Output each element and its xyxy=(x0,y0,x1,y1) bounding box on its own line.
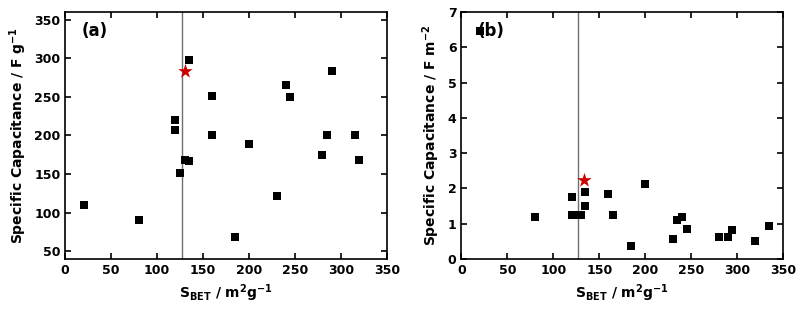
Point xyxy=(183,159,196,164)
Point xyxy=(316,152,329,157)
Point xyxy=(577,177,589,182)
Point xyxy=(320,133,333,138)
Point xyxy=(242,142,255,146)
Point xyxy=(348,133,361,138)
Point xyxy=(205,94,218,99)
Point xyxy=(132,218,145,223)
Point xyxy=(528,214,541,219)
Point xyxy=(573,212,586,217)
Point xyxy=(578,189,591,194)
Point xyxy=(183,57,196,62)
Point xyxy=(762,224,775,229)
Point xyxy=(666,236,678,241)
Point xyxy=(565,195,577,200)
Point xyxy=(748,239,761,244)
Y-axis label: Specific Capacitance / F m$^{-2}$: Specific Capacitance / F m$^{-2}$ xyxy=(420,25,442,246)
Point xyxy=(569,212,582,217)
Point xyxy=(679,226,692,231)
Point xyxy=(178,158,191,163)
Point xyxy=(624,244,637,248)
Point xyxy=(284,95,297,100)
Point xyxy=(711,235,724,240)
X-axis label: S$_\mathbf{BET}$ / m$^2$g$^{-1}$: S$_\mathbf{BET}$ / m$^2$g$^{-1}$ xyxy=(179,282,273,304)
Point xyxy=(178,69,191,74)
Point xyxy=(325,68,338,73)
Point xyxy=(606,212,618,217)
Y-axis label: Specific Capacitance / F g$^{-1}$: Specific Capacitance / F g$^{-1}$ xyxy=(7,27,29,244)
Point xyxy=(229,235,241,240)
Point xyxy=(674,214,687,219)
Point xyxy=(638,181,650,186)
Point xyxy=(565,212,577,217)
Point xyxy=(670,218,683,223)
Point xyxy=(173,170,186,175)
Point xyxy=(279,83,292,88)
Point xyxy=(578,204,591,209)
Point xyxy=(169,128,182,132)
Point xyxy=(169,118,182,123)
Point xyxy=(352,158,365,163)
Text: (a): (a) xyxy=(81,22,107,40)
Point xyxy=(725,227,738,232)
Point xyxy=(269,193,282,198)
Point xyxy=(720,235,733,240)
Point xyxy=(205,132,218,137)
Point xyxy=(473,29,486,34)
Text: (b): (b) xyxy=(477,22,504,40)
Point xyxy=(602,191,614,196)
X-axis label: S$_\mathbf{BET}$ / m$^2$g$^{-1}$: S$_\mathbf{BET}$ / m$^2$g$^{-1}$ xyxy=(574,282,668,304)
Point xyxy=(77,202,90,207)
